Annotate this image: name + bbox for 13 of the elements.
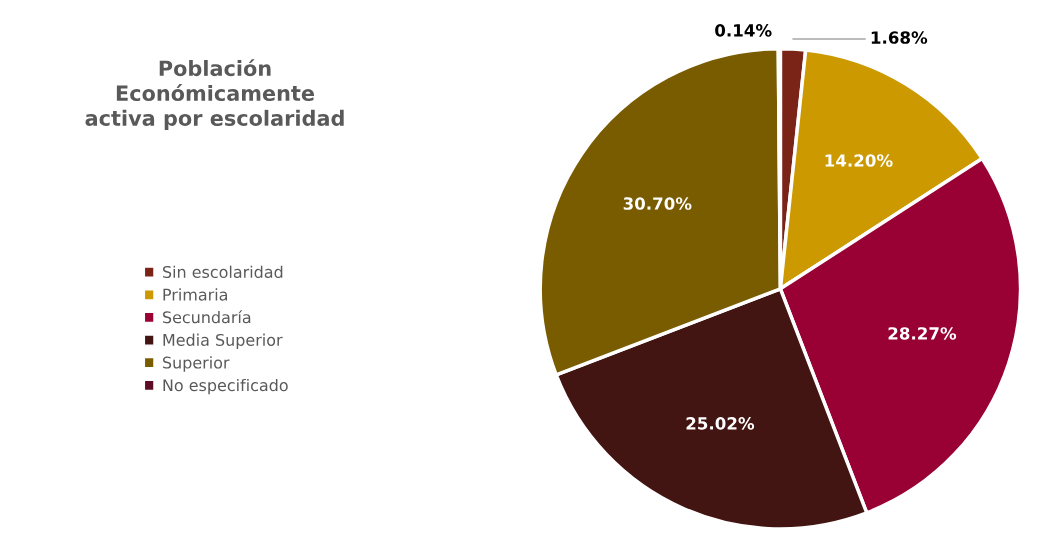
data-label: 28.27% — [888, 327, 957, 340]
text: Población Económicamente activa por escolaridad — [85, 59, 344, 130]
legend-label: Secundaría — [163, 310, 251, 324]
data-label: 1.68% — [871, 31, 928, 44]
data-label: 14.20% — [825, 154, 893, 167]
data-label: 30.70% — [623, 197, 692, 210]
legend-label: Sin escolaridad — [163, 265, 283, 279]
legend-label: Media Superior — [163, 333, 283, 350]
legend-label: Primaria — [163, 288, 227, 301]
legend-label: No especificado — [163, 378, 288, 395]
data-label: 0.14% — [715, 24, 772, 37]
data-label: 25.02% — [686, 417, 755, 430]
legend-label: Superior — [163, 356, 230, 372]
